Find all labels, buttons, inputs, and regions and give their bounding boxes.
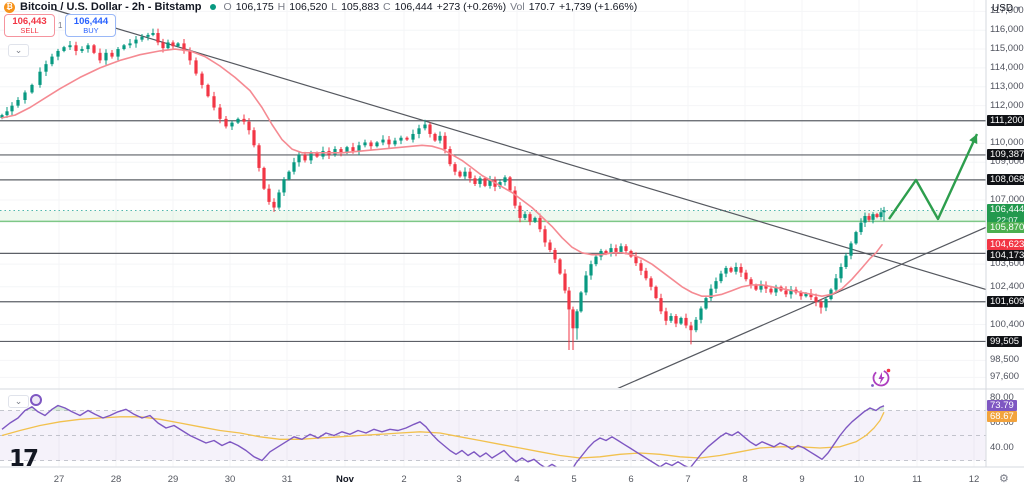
currency-dropdown[interactable]: USD ▾ bbox=[992, 3, 1020, 14]
main-pane-collapse-button[interactable]: ⌄ bbox=[8, 44, 29, 57]
settings-gear-icon[interactable]: ⚙ bbox=[999, 473, 1009, 485]
buy-price: 106,444 bbox=[73, 15, 109, 27]
rsi-pane-collapse-button[interactable]: ⌄ bbox=[8, 395, 29, 408]
symbol-legend[interactable]: ₿ Bitcoin / U.S. Dollar - 2h - Bitstamp … bbox=[4, 1, 637, 13]
main-pane bbox=[0, 8, 986, 388]
chevron-down-icon: ⌄ bbox=[14, 45, 23, 55]
spread-value: 1 bbox=[58, 21, 63, 30]
ohlc-values: O 106,175 H 106,520 L 105,883 C 106,444 +273 (+0… bbox=[223, 1, 638, 13]
trade-panel: 106,443 SELL 1 106,444 BUY bbox=[4, 14, 117, 37]
tradingview-logo: 17 bbox=[9, 446, 39, 472]
sell-price: 106,443 bbox=[12, 15, 47, 27]
buy-button[interactable]: 106,444 BUY bbox=[65, 14, 117, 37]
sell-label: SELL bbox=[20, 25, 39, 35]
bitcoin-icon: ₿ bbox=[4, 1, 15, 13]
swirl-sticker-icon bbox=[871, 368, 891, 387]
rsi-indicator-icon bbox=[30, 394, 42, 406]
market-open-dot-icon bbox=[209, 4, 216, 10]
buy-label: BUY bbox=[83, 25, 99, 35]
caret-down-icon: ▾ bbox=[1016, 4, 1021, 13]
sell-button[interactable]: 106,443 SELL bbox=[4, 14, 55, 37]
chevron-down-icon: ⌄ bbox=[14, 396, 23, 406]
gridlines bbox=[0, 0, 986, 467]
rsi-pane bbox=[0, 404, 986, 467]
symbol-title: Bitcoin / U.S. Dollar - 2h - Bitstamp bbox=[20, 1, 202, 13]
currency-label: USD bbox=[992, 3, 1014, 14]
